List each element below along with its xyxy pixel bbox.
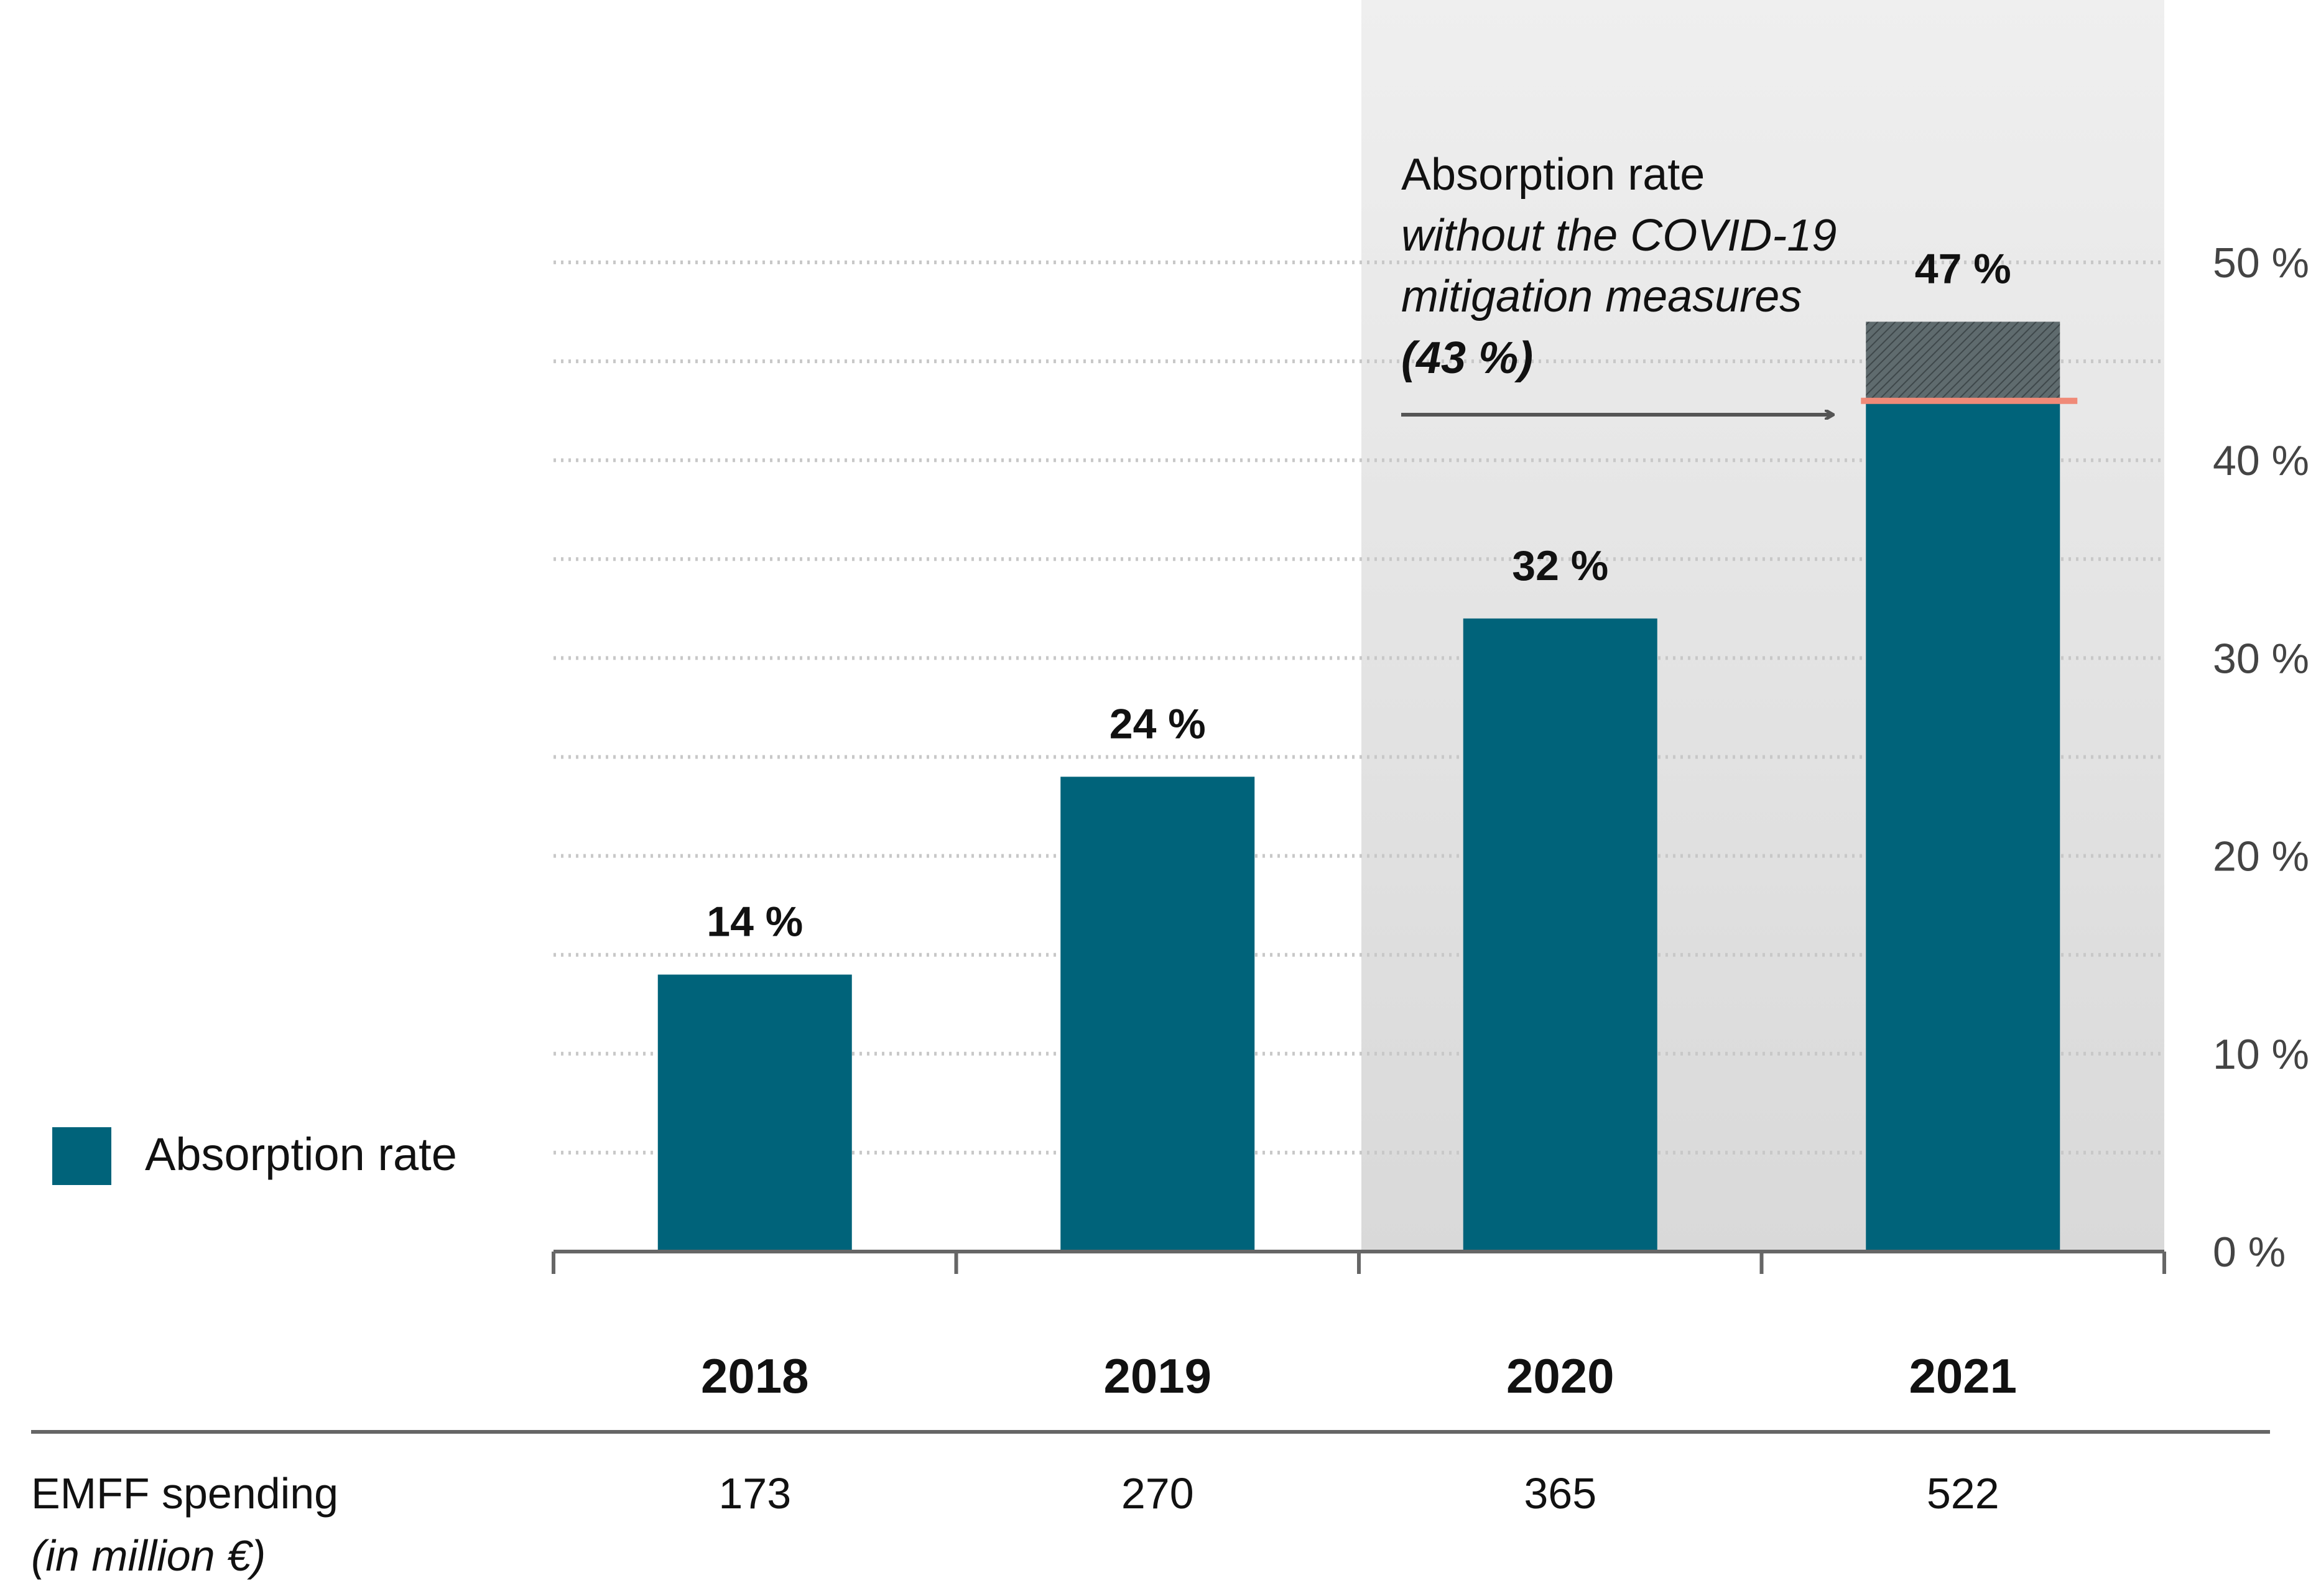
- bar-covid-increment-2021: [1866, 321, 2060, 401]
- legend-label: Absorption rate: [145, 1128, 457, 1180]
- bar-2020: [1463, 618, 1657, 1252]
- x-tick-label-2021: 2021: [1909, 1349, 2017, 1403]
- table-cell-2018: 173: [718, 1469, 791, 1518]
- y-tick-label: 20 %: [2213, 833, 2309, 880]
- y-tick-label: 10 %: [2213, 1031, 2309, 1078]
- y-axis-tick-labels: 0 % 10 % 20 % 30 % 40 % 50 %: [2213, 239, 2309, 1276]
- bar-label-2020: 32 %: [1512, 542, 1608, 589]
- bar-label-2021: 47 %: [1915, 245, 2011, 292]
- x-axis-ticks: [552, 1252, 2166, 1274]
- table-cell-2021: 522: [1927, 1469, 1999, 1518]
- bar-data-labels: 14 % 24 % 32 % 47 %: [706, 245, 2011, 945]
- x-tick-label-2018: 2018: [701, 1349, 809, 1403]
- bar-2019: [1060, 777, 1255, 1252]
- legend-swatch: [52, 1127, 111, 1185]
- table-cells: 173 270 365 522: [718, 1469, 1999, 1518]
- table-row-label: EMFF spending: [31, 1469, 338, 1518]
- x-tick-label-2020: 2020: [1506, 1349, 1615, 1403]
- y-tick-label: 40 %: [2213, 437, 2309, 484]
- bar-2018: [657, 974, 852, 1252]
- annotation-line-2: without the COVID-19: [1401, 211, 1837, 261]
- y-tick-label: 0 %: [2213, 1229, 2286, 1276]
- x-tick-label-2019: 2019: [1103, 1349, 1211, 1403]
- table-cell-2020: 365: [1524, 1469, 1596, 1518]
- year-labels: 2018 2019 2020 2021: [701, 1349, 2017, 1403]
- y-tick-label: 30 %: [2213, 635, 2309, 682]
- bar-label-2019: 24 %: [1110, 700, 1206, 747]
- annotation-line-4: (43 %): [1401, 333, 1533, 383]
- table-row-sublabel: (in million €): [31, 1531, 266, 1580]
- y-tick-label: 50 %: [2213, 239, 2309, 287]
- bar-2021: [1866, 400, 2060, 1252]
- bar-label-2018: 14 %: [706, 898, 803, 946]
- table-cell-2019: 270: [1121, 1469, 1194, 1518]
- annotation-line-1: Absorption rate: [1401, 150, 1705, 200]
- annotation-line-3: mitigation measures: [1401, 272, 1802, 321]
- bars: [657, 321, 2060, 1252]
